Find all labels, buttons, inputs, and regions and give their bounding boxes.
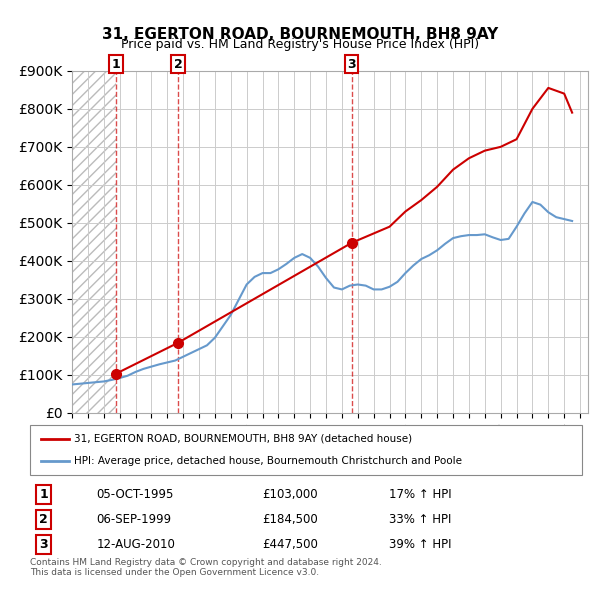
Text: Contains HM Land Registry data © Crown copyright and database right 2024.
This d: Contains HM Land Registry data © Crown c… xyxy=(30,558,382,577)
Text: 31, EGERTON ROAD, BOURNEMOUTH, BH8 9AY (detached house): 31, EGERTON ROAD, BOURNEMOUTH, BH8 9AY (… xyxy=(74,434,412,444)
Text: 2: 2 xyxy=(173,58,182,71)
Text: 05-OCT-1995: 05-OCT-1995 xyxy=(96,487,173,501)
Text: 39% ↑ HPI: 39% ↑ HPI xyxy=(389,537,451,551)
Text: 1: 1 xyxy=(40,487,48,501)
Text: 3: 3 xyxy=(347,58,356,71)
Text: 33% ↑ HPI: 33% ↑ HPI xyxy=(389,513,451,526)
Text: 06-SEP-1999: 06-SEP-1999 xyxy=(96,513,172,526)
Text: 12-AUG-2010: 12-AUG-2010 xyxy=(96,537,175,551)
Text: 3: 3 xyxy=(40,537,48,551)
Text: 17% ↑ HPI: 17% ↑ HPI xyxy=(389,487,451,501)
Text: HPI: Average price, detached house, Bournemouth Christchurch and Poole: HPI: Average price, detached house, Bour… xyxy=(74,456,462,466)
FancyBboxPatch shape xyxy=(30,425,582,475)
Text: 1: 1 xyxy=(111,58,120,71)
Text: £103,000: £103,000 xyxy=(262,487,317,501)
Text: £184,500: £184,500 xyxy=(262,513,317,526)
Bar xyxy=(72,71,116,413)
Text: 2: 2 xyxy=(40,513,48,526)
Text: Price paid vs. HM Land Registry's House Price Index (HPI): Price paid vs. HM Land Registry's House … xyxy=(121,38,479,51)
Text: 31, EGERTON ROAD, BOURNEMOUTH, BH8 9AY: 31, EGERTON ROAD, BOURNEMOUTH, BH8 9AY xyxy=(102,27,498,41)
Text: £447,500: £447,500 xyxy=(262,537,318,551)
